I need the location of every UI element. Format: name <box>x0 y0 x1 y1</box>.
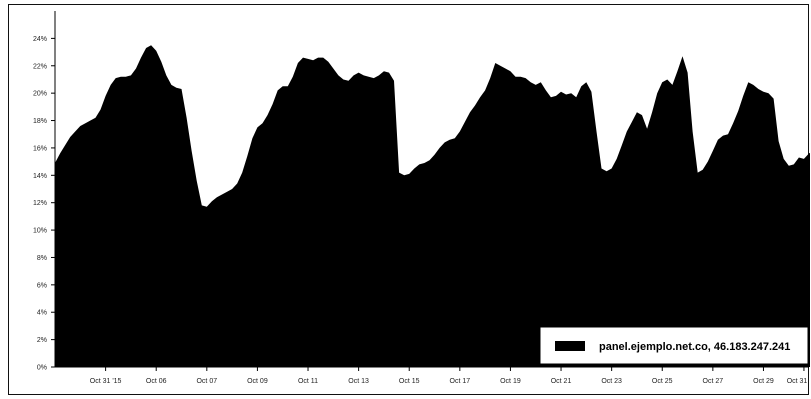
y-tick-label: 12% <box>33 200 47 207</box>
x-tick-label: Oct 29 <box>753 378 774 385</box>
x-tick-label: Oct 31 '15 <box>90 378 122 385</box>
x-tick-label: Oct 06 <box>146 378 167 385</box>
y-tick-label: 8% <box>37 255 47 262</box>
legend: panel.ejemplo.net.co, 46.183.247.241 <box>539 326 809 365</box>
x-tick-label: Oct 17 <box>450 378 471 385</box>
y-tick-label: 16% <box>33 145 47 152</box>
chart-frame: 0% 2% 4% 6% 8% 10% 12% 14% 16% 18% 20% 22% 24% Oct 3… <box>8 4 810 395</box>
y-tick-label: 4% <box>37 310 47 317</box>
y-tick-label: 0% <box>37 365 47 372</box>
x-tick-label: Oct 09 <box>247 378 268 385</box>
y-tick-label: 14% <box>33 173 47 180</box>
x-tick-label: Oct 15 <box>399 378 420 385</box>
legend-swatch <box>555 341 585 351</box>
y-tick-label: 2% <box>37 337 47 344</box>
x-tick-label: Oct 13 <box>348 378 369 385</box>
y-tick-label: 6% <box>37 282 47 289</box>
y-tick-label: 20% <box>33 91 47 98</box>
y-tick-label: 10% <box>33 228 47 235</box>
x-tick-label: Oct 21 <box>551 378 572 385</box>
legend-label: panel.ejemplo.net.co, 46.183.247.241 <box>599 341 790 353</box>
x-tick-label: Oct 25 <box>652 378 673 385</box>
area-layer <box>55 45 810 367</box>
x-tick-label: Oct 07 <box>196 378 217 385</box>
x-tick-label: Oct 11 <box>298 378 318 385</box>
y-tick-label: 24% <box>33 36 47 43</box>
y-tick-label: 22% <box>33 63 47 70</box>
series-area <box>55 45 810 367</box>
x-tick-label: Oct 31 <box>787 378 808 385</box>
y-axis: 0% 2% 4% 6% 8% 10% 12% 14% 16% 18% 20% 22% 24% <box>33 11 56 372</box>
x-tick-label: Oct 19 <box>500 378 521 385</box>
chart-svg: 0% 2% 4% 6% 8% 10% 12% 14% 16% 18% 20% 22% 24% Oct 3… <box>33 11 810 385</box>
x-tick-label: Oct 27 <box>703 378 724 385</box>
x-axis: Oct 31 '15 Oct 06 Oct 07 Oct 09 Oct 11 Oct 13… <box>55 366 809 385</box>
x-tick-label: Oct 23 <box>601 378 622 385</box>
y-tick-label: 18% <box>33 118 47 125</box>
